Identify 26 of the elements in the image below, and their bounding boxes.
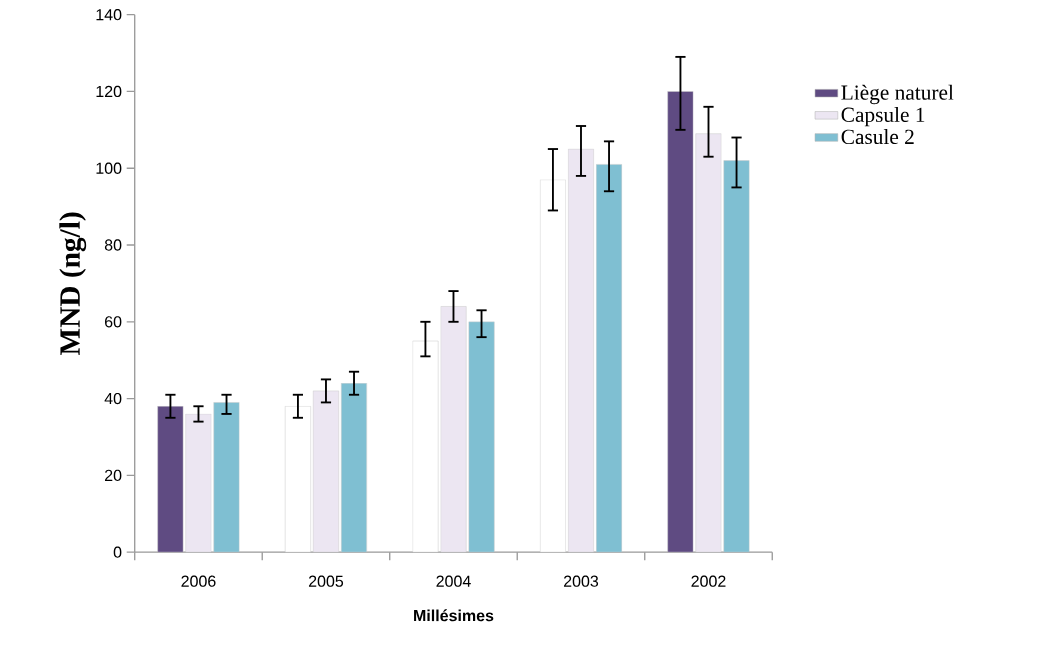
legend-label: Liège naturel [841,84,954,105]
x-tick-label: 2006 [181,575,216,587]
y-tick-label: 140 [96,9,122,21]
y-tick-label: 40 [104,392,122,405]
x-axis-title: Millésimes [414,609,494,622]
bar [539,179,566,553]
y-tick-label: 120 [96,85,122,98]
y-axis-title: MND (ng/l) [59,212,87,356]
bar [695,133,722,553]
bar [667,91,694,553]
y-tick-label: 20 [105,469,122,482]
y-tick-label: 100 [96,162,122,174]
bar [567,148,595,553]
bar [213,402,240,553]
bar [723,160,750,553]
legend-label: Capsule 1 [841,106,925,127]
x-tick-label: 2002 [691,575,726,587]
x-tick-label: 2003 [563,575,599,587]
legend-label: Casule 2 [841,129,914,145]
x-tick-label: 2004 [436,575,471,587]
x-tick-label: 2005 [308,575,344,587]
y-tick-label: 60 [105,316,122,328]
bar [412,340,439,553]
y-tick-label: 0 [113,546,122,558]
bar [596,164,623,553]
y-tick-label: 80 [104,239,122,251]
